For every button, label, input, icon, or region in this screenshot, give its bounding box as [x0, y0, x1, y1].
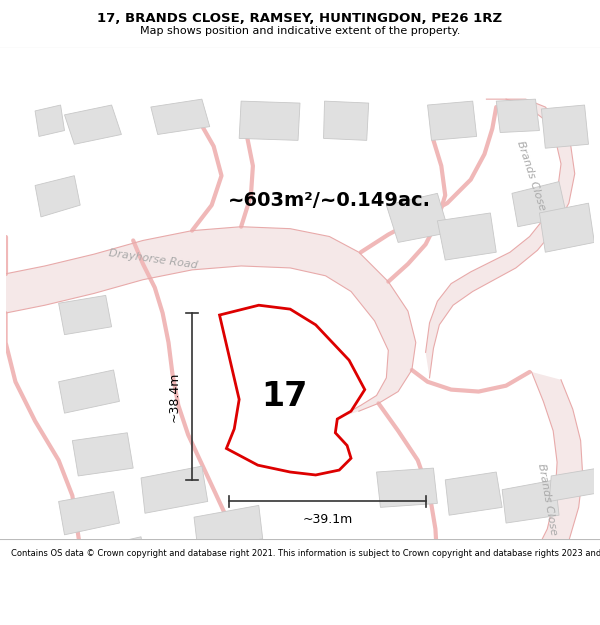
Text: ~603m²/~0.149ac.: ~603m²/~0.149ac.: [228, 191, 431, 210]
Polygon shape: [194, 506, 263, 551]
Polygon shape: [35, 105, 65, 136]
Text: Brands Close: Brands Close: [536, 462, 559, 536]
Polygon shape: [428, 101, 476, 141]
Polygon shape: [377, 468, 437, 508]
Text: Map shows position and indicative extent of the property.: Map shows position and indicative extent…: [140, 26, 460, 36]
Text: 17, BRANDS CLOSE, RAMSEY, HUNTINGDON, PE26 1RZ: 17, BRANDS CLOSE, RAMSEY, HUNTINGDON, PE…: [97, 12, 503, 25]
Polygon shape: [73, 432, 133, 476]
Polygon shape: [430, 372, 583, 625]
Polygon shape: [35, 176, 80, 217]
Polygon shape: [386, 193, 449, 242]
Polygon shape: [425, 99, 575, 378]
Polygon shape: [496, 99, 539, 132]
Polygon shape: [59, 370, 119, 413]
Polygon shape: [437, 213, 496, 260]
Text: Brands Close: Brands Close: [515, 139, 548, 212]
Polygon shape: [539, 203, 595, 252]
Polygon shape: [502, 480, 559, 523]
Polygon shape: [59, 492, 119, 535]
Text: ~38.4m: ~38.4m: [168, 371, 181, 422]
Text: ~39.1m: ~39.1m: [302, 512, 353, 526]
Polygon shape: [151, 99, 210, 134]
Polygon shape: [445, 472, 502, 515]
Polygon shape: [141, 466, 208, 513]
Polygon shape: [65, 105, 121, 144]
Polygon shape: [549, 468, 598, 501]
Text: 17: 17: [261, 380, 307, 413]
Polygon shape: [59, 296, 112, 334]
Polygon shape: [239, 101, 300, 141]
Text: Contains OS data © Crown copyright and database right 2021. This information is : Contains OS data © Crown copyright and d…: [11, 549, 600, 558]
Polygon shape: [80, 537, 147, 586]
Polygon shape: [512, 182, 567, 227]
Polygon shape: [541, 105, 589, 148]
Polygon shape: [5, 227, 416, 421]
Polygon shape: [323, 101, 368, 141]
Text: Drayhorse Road: Drayhorse Road: [107, 248, 198, 270]
Polygon shape: [220, 305, 365, 475]
